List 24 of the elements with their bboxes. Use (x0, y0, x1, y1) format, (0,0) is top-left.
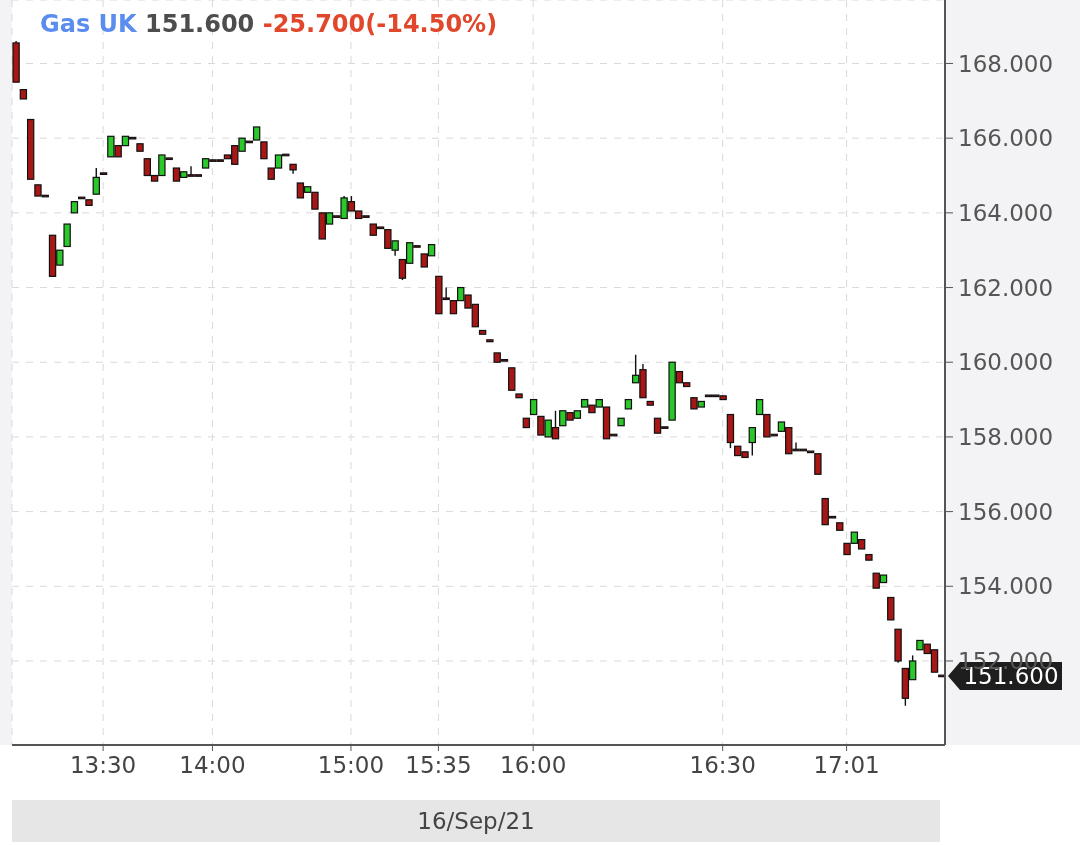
x-axis-title: 16/Sep/21 (12, 800, 940, 842)
x-tick-label: 13:30 (69, 752, 137, 779)
y-tick-label: 156.000 (958, 498, 1054, 525)
x-tick-label: 16:30 (689, 752, 756, 779)
y-tick-label: 164.000 (958, 200, 1054, 227)
candlestick (814, 453, 822, 475)
candlestick (63, 223, 71, 248)
candlestick (92, 167, 100, 195)
x-tick-label: 16:00 (500, 752, 567, 779)
y-tick-label: 168.000 (958, 50, 1054, 77)
y-tick-label: 166.000 (958, 125, 1054, 152)
candlestick (748, 426, 756, 457)
x-tick-label: 14:00 (179, 752, 246, 779)
candlestick (887, 596, 895, 621)
text: Gas UK 151.600 -25.700(-14.50%) (40, 10, 498, 38)
y-tick-label: 162.000 (958, 274, 1054, 301)
x-tick-label: 15:00 (317, 752, 385, 779)
candlestick (508, 367, 516, 391)
y-tick-label: 160.000 (958, 349, 1054, 376)
x-tick-label: 15:35 (405, 752, 472, 779)
x-tick-label: 17:01 (813, 752, 880, 779)
y-tick-label: 158.000 (958, 424, 1054, 451)
y-tick-label: 154.000 (958, 573, 1054, 600)
candlestick (99, 172, 108, 175)
